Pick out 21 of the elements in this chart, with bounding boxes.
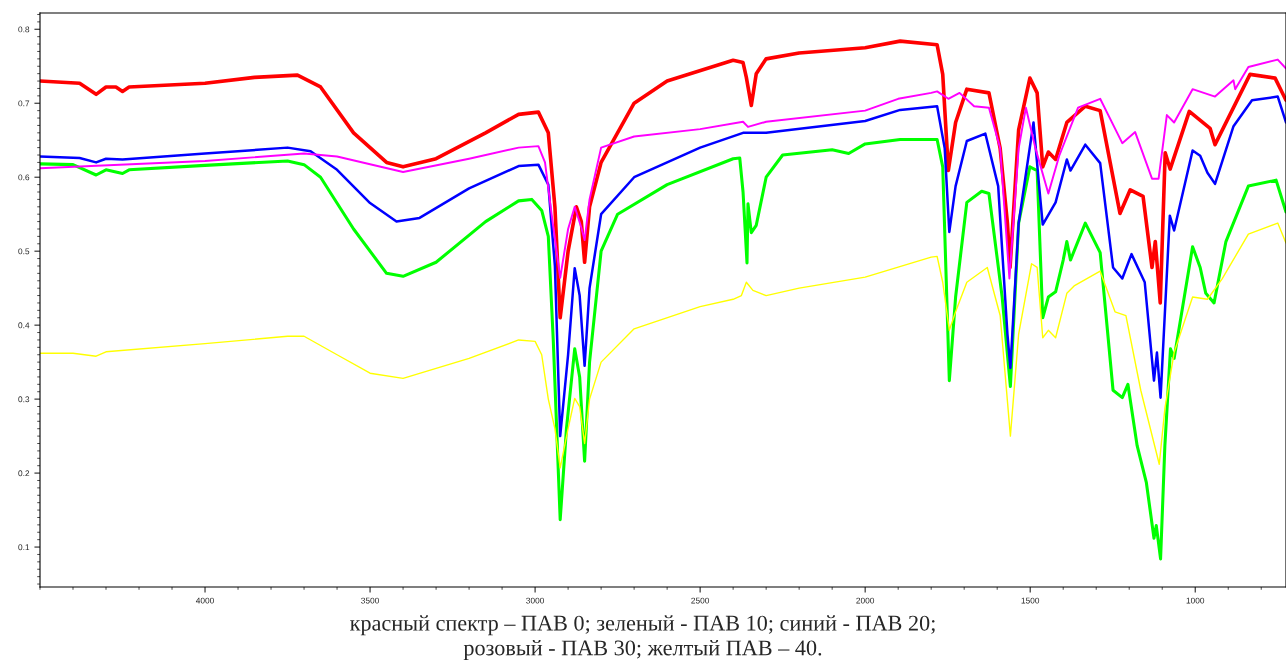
y-tick-label: 0.2: [18, 470, 30, 477]
line-series: [40, 137, 1286, 561]
y-tick-label: 0.5: [18, 248, 30, 255]
x-tick-label: 1000: [1186, 597, 1205, 604]
y-tick-label: 0.1: [18, 544, 30, 551]
line-series: [40, 222, 1286, 469]
y-tick-label: 0.7: [18, 100, 30, 107]
text: красный спектр – ПАВ 0; зеленый - ПАВ 10; синий - ПАВ 20; розовый - ПАВ 30; желтый ПАВ – 40.: [350, 615, 935, 660]
line-series: [40, 39, 1286, 320]
x-tick-label: 4000: [195, 597, 214, 604]
y-tick-label: 0.3: [18, 396, 30, 403]
y-tick-label: 0.4: [18, 322, 30, 329]
x-tick-label: 2000: [856, 597, 875, 604]
y-tick-label: 0.8: [18, 26, 30, 33]
x-tick-label: 3000: [526, 597, 545, 604]
x-tick-label: 2500: [691, 597, 710, 604]
x-tick-label: 3500: [361, 597, 380, 604]
x-tick-label: 1500: [1021, 597, 1040, 604]
line-series: [40, 95, 1286, 438]
y-tick-label: 0.6: [18, 174, 30, 181]
line-series: [40, 58, 1286, 280]
